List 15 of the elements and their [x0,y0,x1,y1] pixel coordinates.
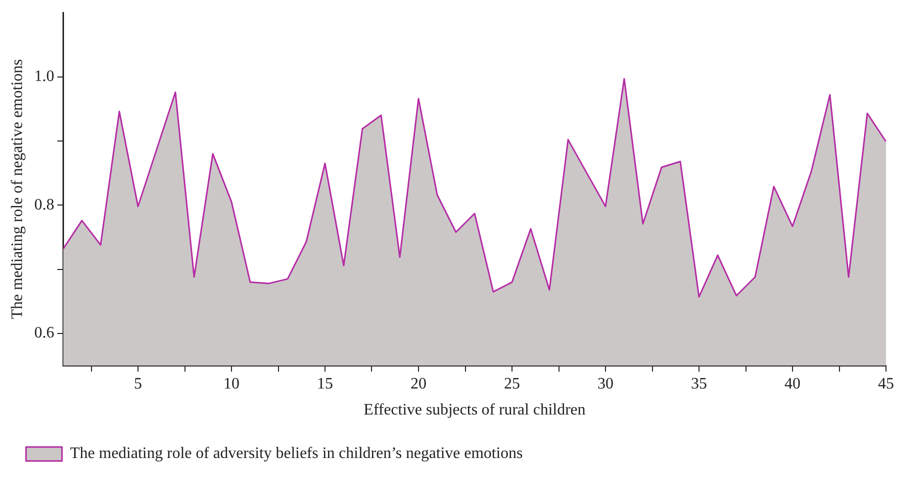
x-tick-label: 30 [598,375,614,392]
y-tick-label: 0.6 [34,324,54,342]
x-tick-label: 5 [134,375,142,392]
x-tick-label: 20 [410,375,426,392]
x-tick-label: 10 [224,375,240,392]
y-tick-label: 0.8 [34,196,54,214]
y-axis-title: The mediating role of negative emotions [8,59,26,320]
y-tick-label: 1.0 [34,68,54,85]
x-tick-label: 25 [504,375,520,392]
x-tick-label: 35 [691,375,707,392]
x-tick-label: 15 [317,375,333,392]
x-tick-label: 45 [878,375,894,392]
x-axis-title: Effective subjects of rural children [364,402,586,419]
x-tick-label: 40 [784,375,800,392]
legend-label: The mediating role of adversity beliefs in children’s negative emotions [70,445,523,462]
